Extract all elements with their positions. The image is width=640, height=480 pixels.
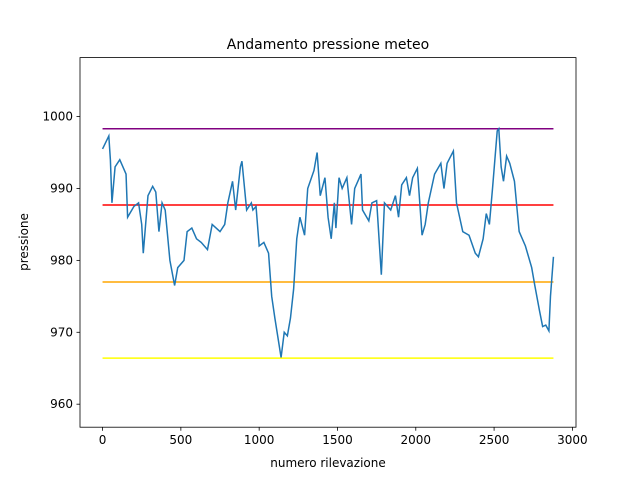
x-tick-label: 1500 bbox=[322, 433, 353, 447]
x-tick-label: 3000 bbox=[557, 433, 588, 447]
plot-frame bbox=[79, 57, 577, 428]
y-axis-label: pressione bbox=[17, 213, 31, 271]
x-tick-label: 0 bbox=[99, 433, 107, 447]
y-tick-label: 1000 bbox=[42, 110, 73, 124]
y-tick-label: 970 bbox=[50, 325, 73, 339]
y-tick-label: 990 bbox=[50, 181, 73, 195]
x-tick-label: 2500 bbox=[479, 433, 510, 447]
y-tick-label: 960 bbox=[50, 397, 73, 411]
chart-title: Andamento pressione meteo bbox=[227, 37, 429, 53]
x-axis-label: numero rilevazione bbox=[270, 456, 386, 470]
y-tick-label: 980 bbox=[50, 253, 73, 267]
x-tick-label: 2000 bbox=[401, 433, 432, 447]
data-line bbox=[101, 126, 555, 358]
x-tick-label: 1000 bbox=[244, 433, 275, 447]
x-tick-label: 500 bbox=[169, 433, 192, 447]
